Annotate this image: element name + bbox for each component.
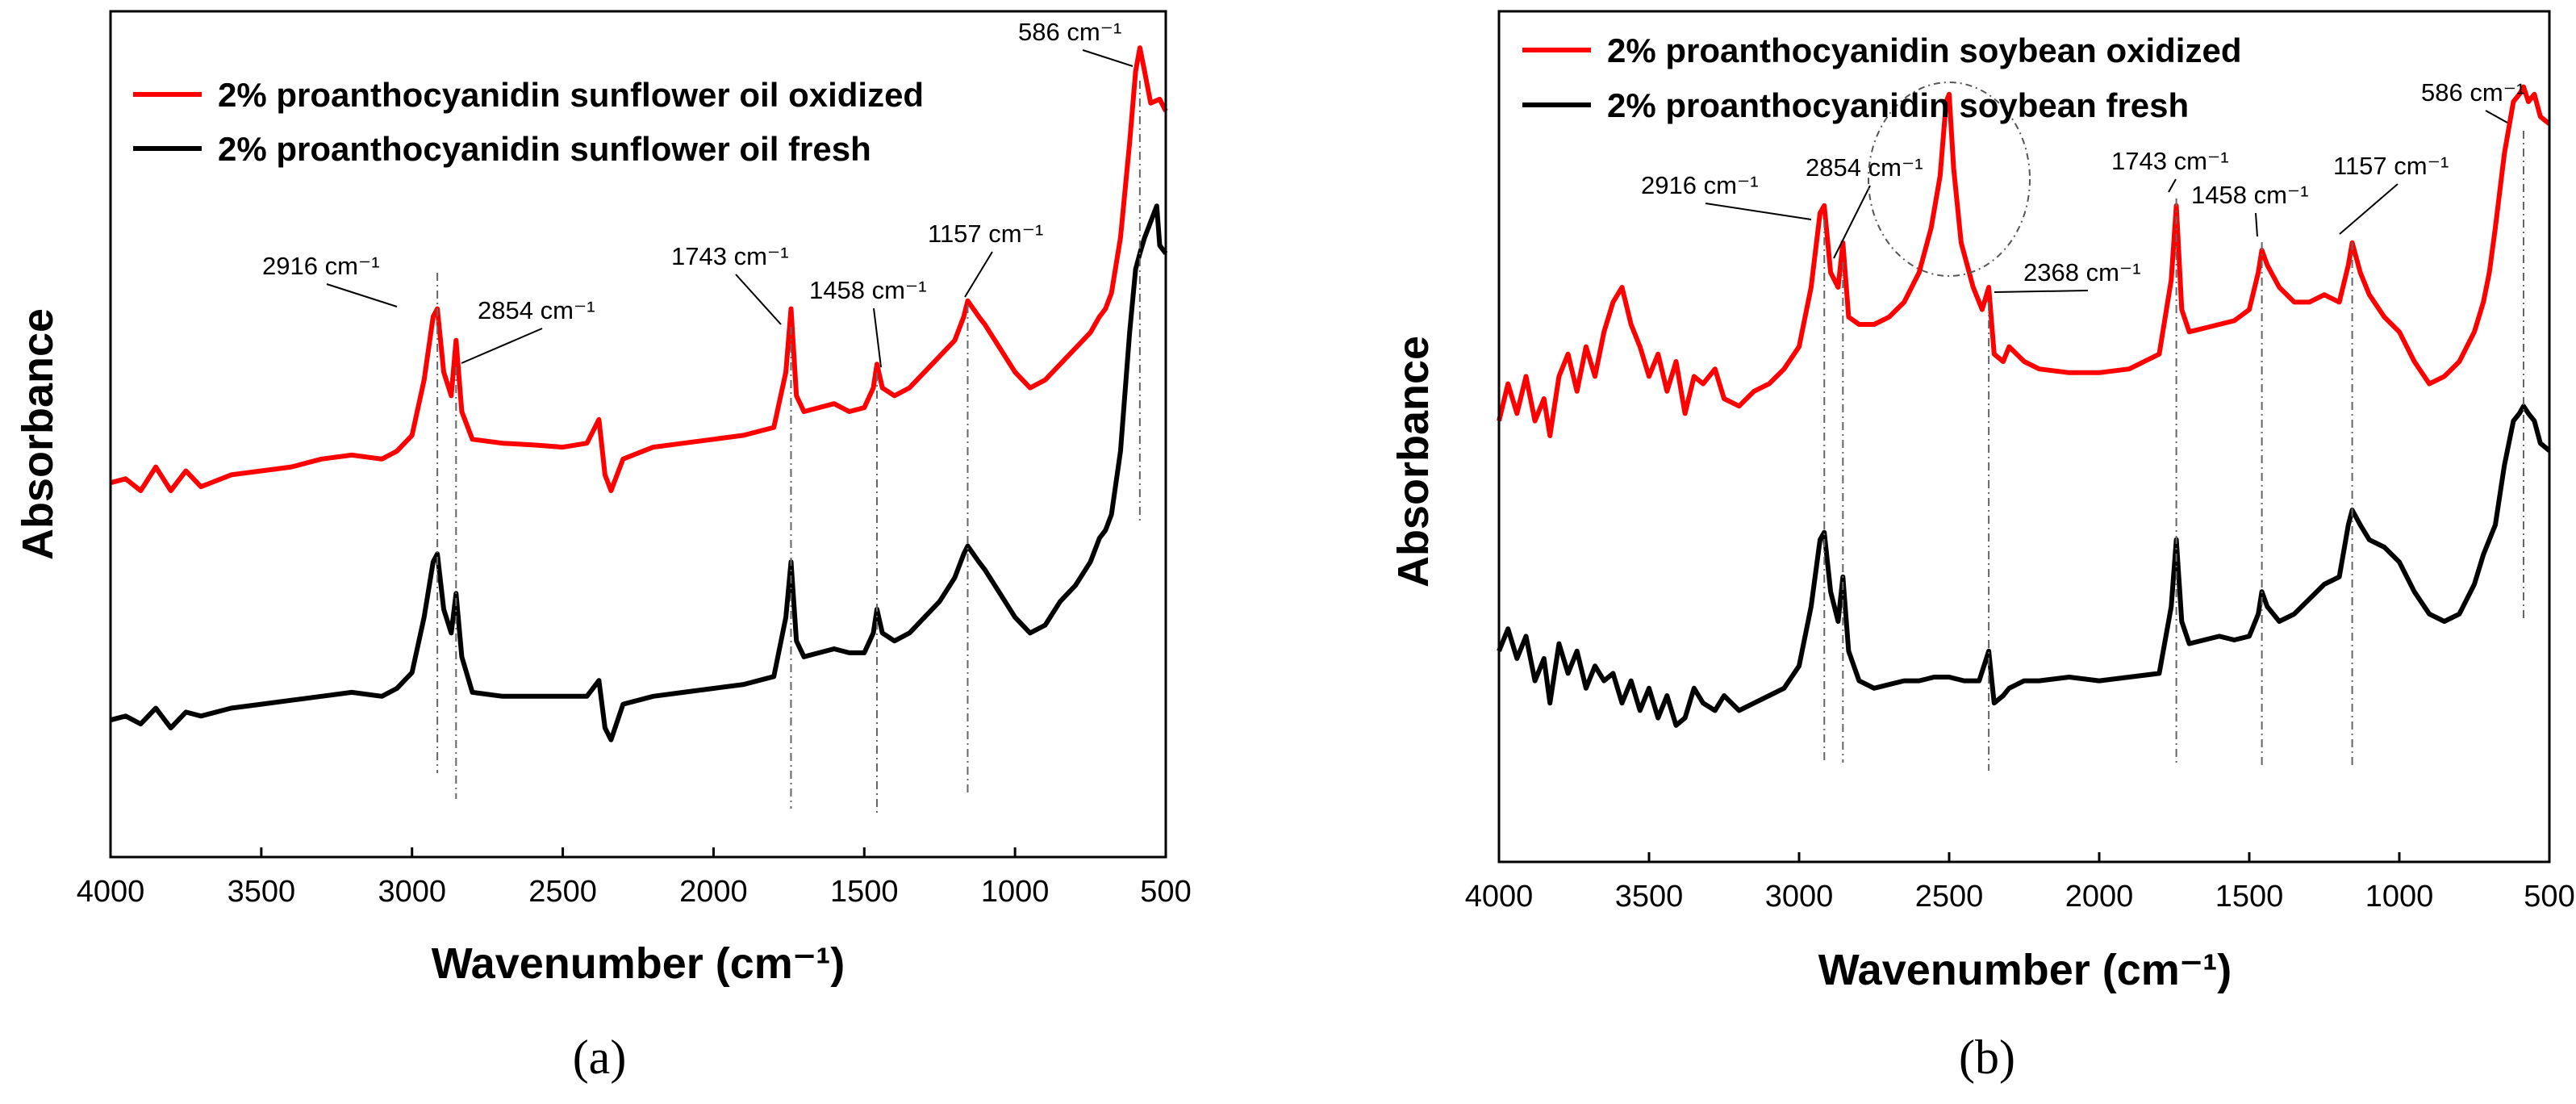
x-tick-label: 1000 — [2365, 880, 2434, 914]
legend-entry: 2% proanthocyanidin sunflower oil fresh — [218, 130, 871, 168]
peak-annotation-label: 1743 cm⁻¹ — [2111, 147, 2229, 175]
series-line-oxidized — [1497, 84, 2551, 438]
y-axis-title: Absorbance — [1389, 336, 1438, 588]
x-tick-label: 1000 — [981, 875, 1050, 909]
x-tick-label: 3500 — [228, 875, 296, 909]
x-tick-label: 2000 — [679, 875, 748, 909]
panel-label: (b) — [1959, 1031, 2015, 1084]
annotation-arrow — [461, 328, 543, 364]
series-line-fresh — [110, 203, 1168, 742]
x-tick-label: 3000 — [378, 875, 446, 909]
plot-frame — [1497, 10, 2551, 864]
x-axis-title: Wavenumber (cm⁻¹) — [1818, 946, 2232, 994]
annotation-arrow — [2255, 212, 2258, 237]
peak-annotation-label: 2854 cm⁻¹ — [478, 296, 595, 324]
annotation-arrow — [2485, 110, 2508, 123]
annotation-arrow — [1833, 185, 1871, 259]
annotation-arrow — [1705, 203, 1812, 220]
peak-annotation-label: 1157 cm⁻¹ — [2333, 152, 2449, 180]
peak-annotation-label: 2916 cm⁻¹ — [262, 252, 380, 280]
peak-annotation-label: 586 cm⁻¹ — [1018, 18, 1121, 46]
x-tick-label: 2500 — [1915, 880, 1984, 914]
x-tick-label: 4000 — [77, 875, 145, 909]
chart-panel-a: 2916 cm⁻¹ 2854 cm⁻¹ 1743 cm⁻¹ 1458 cm⁻¹1157… — [14, 10, 1192, 1084]
legend-entry: 2% proanthocyanidin sunflower oil oxidiz… — [218, 76, 924, 114]
panel-label: (a) — [573, 1031, 627, 1084]
peak-annotation-label: 1157 cm⁻¹ — [928, 220, 1043, 248]
x-axis-title: Wavenumber (cm⁻¹) — [432, 939, 845, 988]
x-tick-label: 500 — [2524, 880, 2574, 914]
annotation-arrow — [735, 274, 782, 325]
y-axis-title: Absorbance — [14, 308, 62, 560]
x-tick-label: 2500 — [528, 875, 597, 909]
legend-entry: 2% proanthocyanidin soybean fresh — [1607, 86, 2189, 124]
series-line-fresh — [1497, 404, 2551, 728]
peak-annotation-label: 1458 cm⁻¹ — [2191, 181, 2309, 209]
annotation-arrow — [873, 307, 882, 368]
x-tick-label: 1500 — [830, 875, 899, 909]
annotation-arrow — [326, 283, 398, 307]
x-tick-label: 2000 — [2065, 880, 2134, 914]
x-tick-label: 4000 — [1465, 880, 1534, 914]
legend-entry: 2% proanthocyanidin soybean oxidized — [1607, 31, 2241, 69]
annotation-arrow — [2339, 183, 2399, 235]
x-tick-label: 3000 — [1765, 880, 1834, 914]
peak-annotation-label: 2916 cm⁻¹ — [1641, 171, 1759, 199]
peak-annotation-label: 586 cm⁻¹ — [2421, 78, 2524, 107]
highlight-ellipse — [1868, 82, 2031, 277]
peak-annotation-label: 2854 cm⁻¹ — [1806, 153, 1923, 182]
annotation-arrow — [1994, 290, 2089, 293]
annotation-arrow — [964, 251, 993, 298]
peak-annotation-label: 1458 cm⁻¹ — [809, 276, 927, 304]
annotation-arrow — [1082, 49, 1134, 67]
chart-panel-b: 2916 cm⁻¹ 2854 cm⁻¹ 2368 cm⁻¹ 1743 cm⁻¹ 1458… — [1389, 10, 2575, 1084]
x-tick-label: 500 — [1140, 875, 1191, 909]
annotation-arrow — [2168, 178, 2177, 193]
x-tick-label: 1500 — [2215, 880, 2284, 914]
x-tick-label: 3500 — [1615, 880, 1684, 914]
plot-frame — [109, 10, 1167, 859]
peak-annotation-label: 1743 cm⁻¹ — [671, 242, 789, 270]
series-line-oxidized — [110, 45, 1168, 493]
peak-annotation-label: 2368 cm⁻¹ — [2023, 258, 2141, 286]
